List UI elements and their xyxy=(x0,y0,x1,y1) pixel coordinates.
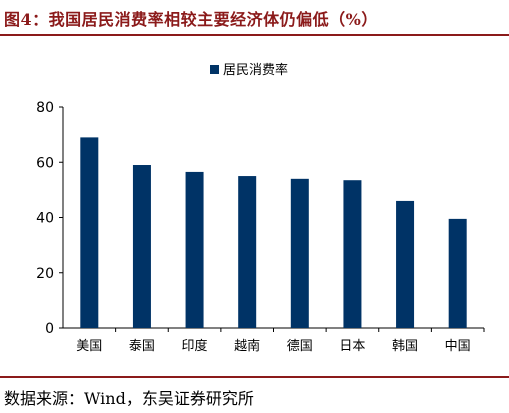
chart-svg: 居民消费率 0 20 40 60 80 美国 泰国 印度 越南 德国 日本 韩国 中国 xyxy=(36,62,485,354)
y-tick-label: 40 xyxy=(36,211,54,227)
legend-label: 居民消费率 xyxy=(223,62,288,78)
bar-2 xyxy=(132,165,151,328)
source-divider xyxy=(0,376,509,378)
x-tick-label: 美国 xyxy=(76,339,102,354)
y-tick-label: 60 xyxy=(36,155,54,171)
bar-8 xyxy=(448,218,467,328)
x-tick-label: 日本 xyxy=(339,339,365,354)
data-source-note: 数据来源：Wind，东吴证券研究所 xyxy=(4,389,254,408)
legend-swatch xyxy=(210,65,219,74)
bar-5 xyxy=(290,178,309,328)
x-tick-label: 泰国 xyxy=(129,339,155,354)
bar-6 xyxy=(343,180,362,328)
x-tick-label: 中国 xyxy=(445,339,471,354)
x-tick-label: 德国 xyxy=(287,339,313,354)
bar-4 xyxy=(238,176,257,328)
x-tick-label: 韩国 xyxy=(392,339,418,354)
bar-chart: 居民消费率 0 20 40 60 80 美国 泰国 印度 越南 德国 日本 韩国 中国 xyxy=(0,40,509,370)
y-tick-label: 20 xyxy=(36,266,54,282)
x-tick-label: 越南 xyxy=(234,338,260,354)
bar-3 xyxy=(185,171,204,328)
y-tick-label: 80 xyxy=(36,100,54,116)
bar-1 xyxy=(80,137,99,328)
y-tick-label: 0 xyxy=(45,321,54,337)
x-tick-label: 印度 xyxy=(182,338,208,354)
bar-7 xyxy=(396,200,415,328)
figure-title: 图4：我国居民消费率相较主要经济体仍偏低（%） xyxy=(4,10,378,29)
title-divider xyxy=(0,34,509,36)
